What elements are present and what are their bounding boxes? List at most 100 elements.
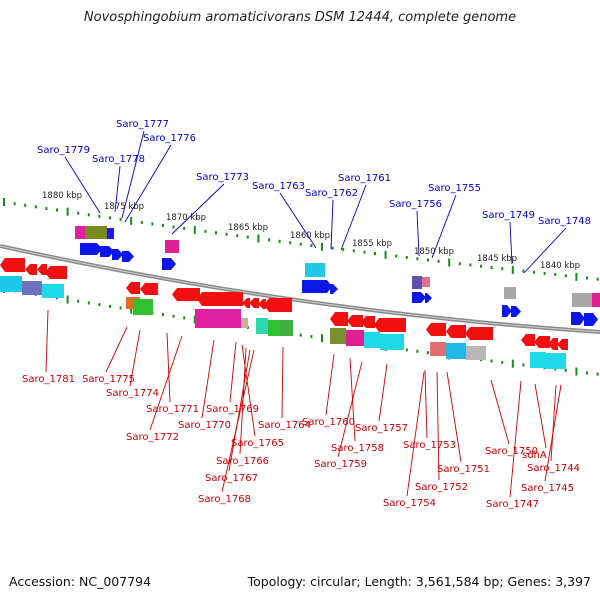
tick-mark xyxy=(130,305,133,314)
bottom-gene-label: Saro_1744 xyxy=(527,463,580,474)
bottom-label-leader xyxy=(424,369,428,439)
tick-mark xyxy=(299,333,302,337)
tick-mark xyxy=(66,295,69,304)
bottom-label-leader xyxy=(229,341,237,403)
label-leaders xyxy=(45,130,567,498)
reverse-gene-arrow xyxy=(264,298,292,312)
tick-mark xyxy=(56,208,58,212)
tick-mark xyxy=(162,313,164,317)
tick-mark xyxy=(34,205,37,209)
gene-annotation-box xyxy=(504,287,516,299)
tick-mark xyxy=(3,198,5,207)
tick-mark xyxy=(522,363,525,367)
forward-gene-arrow xyxy=(412,292,426,303)
reverse-gene-arrow xyxy=(465,327,493,340)
tick-mark xyxy=(45,206,48,210)
bottom-gene-label: Saro_1752 xyxy=(415,482,468,493)
tick-mark xyxy=(374,252,376,256)
reverse-gene-arrow xyxy=(37,264,47,275)
top-gene-label: Saro_1777 xyxy=(116,119,169,130)
tick-mark xyxy=(554,273,557,277)
tick-mark xyxy=(268,238,270,242)
tick-mark xyxy=(458,262,461,266)
reverse-gene-arrow xyxy=(197,292,243,306)
bottom-gene-label: Saro_1759 xyxy=(314,459,367,470)
tick-mark xyxy=(596,277,599,281)
tick-mark xyxy=(119,306,122,310)
tick-mark xyxy=(427,258,429,262)
forward-gene-arrow xyxy=(571,312,585,325)
forward-gene-arrow xyxy=(112,249,123,260)
kbp-label: 1855 kbp xyxy=(352,239,392,249)
reverse-gene-arrow xyxy=(258,299,266,309)
gene-labels: Saro_1779 Saro_1777 Saro_1776 Saro_1778 Saro… xyxy=(22,119,591,510)
bottom-gene-label: Saro_1775 xyxy=(82,374,135,385)
accession-text: Accession: NC_007794 xyxy=(9,574,152,589)
tick-mark xyxy=(363,250,366,254)
top-label-leader xyxy=(114,165,121,213)
forward-gene-arrow xyxy=(100,246,114,257)
top-label-leader xyxy=(523,227,567,274)
bottom-gene-label: Saro_1781 xyxy=(22,374,75,385)
reverse-gene-arrow xyxy=(361,316,375,328)
bottom-gene-label: Saro_1745 xyxy=(521,483,574,494)
bottom-gene-label: Saro_1772 xyxy=(126,432,179,443)
tick-mark xyxy=(511,265,514,274)
tick-mark xyxy=(98,303,101,307)
tick-mark xyxy=(140,220,143,224)
bottom-gene-label: Saro_1747 xyxy=(486,499,539,510)
tick-mark xyxy=(87,213,90,217)
reverse-gene-arrow xyxy=(534,336,550,348)
tick-mark xyxy=(501,360,504,364)
bottom-gene-label: Saro_1750 xyxy=(485,446,538,457)
tick-mark xyxy=(448,258,451,267)
forward-gene-arrow xyxy=(302,280,332,293)
bottom-gene-label: sdhA xyxy=(522,450,547,461)
bottom-label-leader xyxy=(325,353,335,416)
tick-mark xyxy=(331,246,334,250)
top-label-leader xyxy=(171,183,225,235)
bottom-gene-label: Saro_1768 xyxy=(198,494,251,505)
top-gene-label: Saro_1756 xyxy=(389,199,442,210)
bottom-gene-label: Saro_1770 xyxy=(178,420,231,431)
reverse-gene-arrow xyxy=(25,264,37,275)
top-gene-label: Saro_1778 xyxy=(92,154,145,165)
bottom-label-leader xyxy=(149,335,183,431)
kbp-label: 1860 kbp xyxy=(290,231,330,241)
tick-mark xyxy=(437,259,440,263)
gene-annotation-box xyxy=(22,281,42,295)
bottom-label-leader xyxy=(544,384,562,482)
bottom-gene-label: Saro_1751 xyxy=(437,464,490,475)
tick-mark xyxy=(77,299,80,303)
bottom-label-leader xyxy=(281,346,284,419)
top-label-leader xyxy=(121,130,145,219)
bottom-gene-label: Saro_1767 xyxy=(205,473,258,484)
tick-mark xyxy=(586,371,588,375)
tick-mark xyxy=(416,349,419,353)
reverse-gene-arrow xyxy=(330,312,348,326)
gene-annotation-box xyxy=(380,334,404,350)
top-label-leader xyxy=(340,184,367,251)
reverse-gene-arrow xyxy=(242,298,250,308)
reverse-gene-arrow xyxy=(172,288,200,301)
reverse-gene-arrow xyxy=(426,323,446,336)
bottom-label-leader xyxy=(166,332,171,403)
forward-gene-arrow xyxy=(584,313,598,326)
gene-annotation-box xyxy=(592,293,600,307)
tick-mark xyxy=(480,264,482,268)
tick-mark xyxy=(321,242,323,251)
gene-annotation-box xyxy=(133,299,153,315)
kbp-label: 1880 kbp xyxy=(42,191,82,201)
tick-mark xyxy=(586,276,588,280)
forward-gene-arrow xyxy=(330,284,338,294)
reverse-gene-arrow xyxy=(45,266,67,279)
tick-mark xyxy=(564,368,567,372)
reverse-gene-arrow xyxy=(446,325,466,338)
tick-mark xyxy=(109,216,111,220)
bottom-gene-label: Saro_1758 xyxy=(331,443,384,454)
tick-mark xyxy=(183,316,186,320)
bottom-label-leader xyxy=(45,309,49,373)
gene-annotation-box xyxy=(107,228,114,239)
genome-summary: Topology: circular; Length: 3,561,584 bp… xyxy=(247,574,591,589)
bottom-label-leader xyxy=(446,371,462,463)
